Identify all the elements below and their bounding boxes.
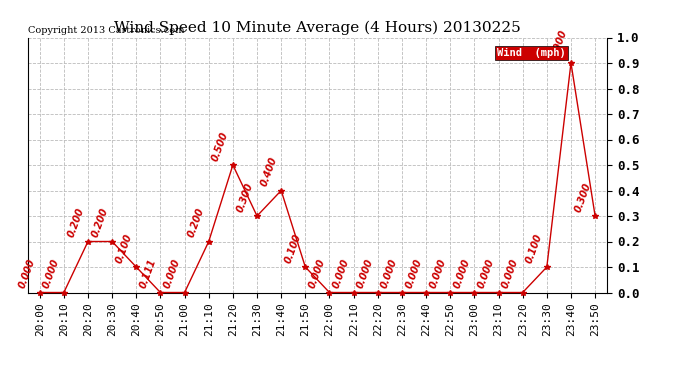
Text: 0.000: 0.000 — [17, 258, 37, 290]
Text: 0.000: 0.000 — [41, 258, 61, 290]
Text: Copyright 2013 Cartronics.com: Copyright 2013 Cartronics.com — [28, 26, 184, 35]
Title: Wind Speed 10 Minute Average (4 Hours) 20130225: Wind Speed 10 Minute Average (4 Hours) 2… — [114, 21, 521, 35]
Text: 0.000: 0.000 — [428, 258, 448, 290]
Text: 0.000: 0.000 — [476, 258, 496, 290]
Text: Wind  (mph): Wind (mph) — [497, 48, 566, 58]
Text: 0.111: 0.111 — [138, 258, 158, 290]
Text: 0.000: 0.000 — [380, 258, 400, 290]
Text: 0.400: 0.400 — [259, 156, 279, 188]
Text: 0.200: 0.200 — [186, 207, 206, 239]
Text: 0.300: 0.300 — [573, 181, 593, 213]
Text: 0.200: 0.200 — [66, 207, 86, 239]
Text: 0.000: 0.000 — [500, 258, 520, 290]
Text: 0.500: 0.500 — [210, 130, 230, 162]
Text: 0.000: 0.000 — [162, 258, 182, 290]
Text: 0.100: 0.100 — [524, 232, 544, 264]
Text: 0.100: 0.100 — [283, 232, 303, 264]
Text: 0.000: 0.000 — [331, 258, 351, 290]
Text: 0.300: 0.300 — [235, 181, 255, 213]
Text: 0.200: 0.200 — [90, 207, 110, 239]
Text: 0.900: 0.900 — [549, 28, 569, 60]
Text: 0.100: 0.100 — [114, 232, 134, 264]
Text: 0.000: 0.000 — [307, 258, 327, 290]
Text: 0.000: 0.000 — [404, 258, 424, 290]
Text: 0.000: 0.000 — [452, 258, 472, 290]
Text: 0.000: 0.000 — [355, 258, 375, 290]
